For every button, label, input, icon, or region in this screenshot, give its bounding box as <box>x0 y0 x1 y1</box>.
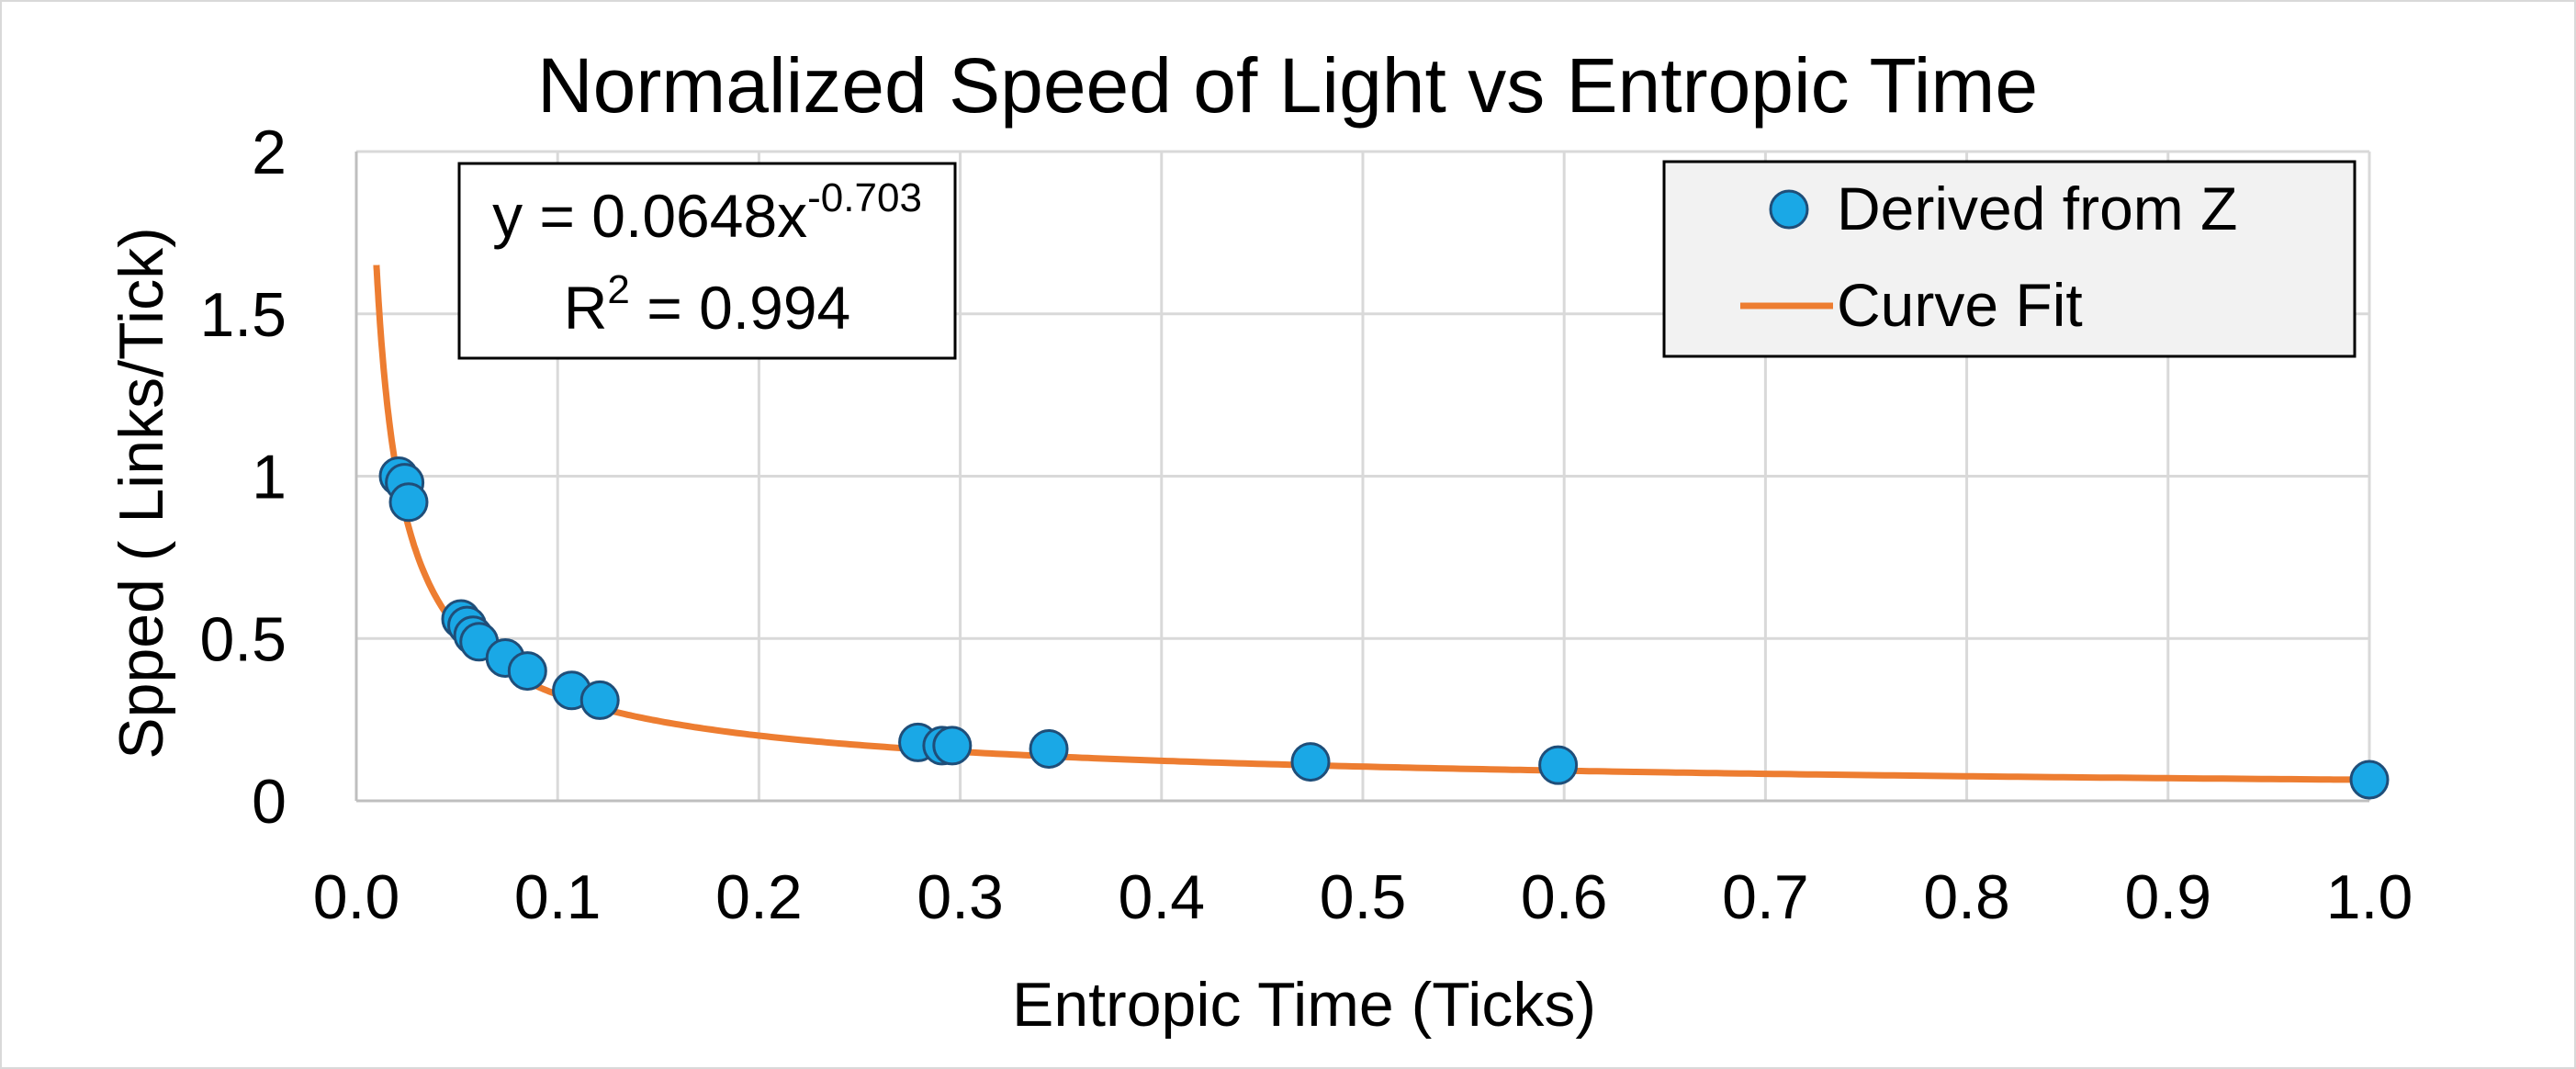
x-tick-label: 0.6 <box>1521 862 1608 932</box>
r-squared-base: R <box>564 274 608 342</box>
trendline-equation-box: y = 0.0648x-0.703 R2 = 0.994 <box>457 162 957 360</box>
axes <box>354 152 2369 803</box>
data-point <box>2349 760 2390 800</box>
legend-label-derived-from-z: Derived from Z <box>1837 174 2237 242</box>
x-tick-label: 0.8 <box>1923 862 2010 932</box>
y-tick-label: 1.5 <box>199 280 287 350</box>
y-tick-label: 0 <box>252 767 287 837</box>
data-point <box>1029 728 1069 769</box>
data-point <box>1290 742 1331 782</box>
y-tick-label: 2 <box>252 118 287 187</box>
data-point <box>388 482 429 523</box>
data-point <box>1538 745 1579 785</box>
x-tick-label: 0.0 <box>313 862 400 932</box>
data-point <box>507 651 547 692</box>
x-tick-label: 0.7 <box>1722 862 1809 932</box>
curve-fit-line <box>373 262 2370 783</box>
chart-title: Normalized Speed of Light vs Entropic Ti… <box>537 42 2038 129</box>
x-tick-label: 0.4 <box>1119 862 1206 932</box>
data-point <box>579 680 620 720</box>
scatter-points <box>378 456 2390 800</box>
equation-box-border <box>457 162 957 360</box>
x-axis-label: Entropic Time (Ticks) <box>1012 970 1596 1040</box>
equation-base: y = 0.0648x <box>492 182 807 250</box>
legend-marker-derived-from-z <box>1769 189 1809 230</box>
r-squared-exponent: 2 <box>607 267 629 312</box>
r-squared-text: R2 = 0.994 <box>564 267 851 342</box>
legend-label-curve-fit: Curve Fit <box>1837 271 2083 339</box>
curve-fit-layer <box>373 262 2370 783</box>
x-tick-label: 0.5 <box>1320 862 1407 932</box>
y-tick-label: 1 <box>252 443 287 512</box>
x-tick-label: 0.9 <box>2125 862 2212 932</box>
r-squared-value: = 0.994 <box>630 274 850 342</box>
x-tick-label: 0.1 <box>514 862 602 932</box>
tick-labels: 0.0 0.1 0.2 0.3 0.4 0.5 0.6 0.7 0.8 0.9 1.0 0 0.5 1 1.… <box>199 118 2413 932</box>
y-tick-label: 0.5 <box>199 604 287 674</box>
equation-exponent: -0.703 <box>807 175 922 220</box>
data-point <box>932 726 973 766</box>
x-tick-label: 1.0 <box>2326 862 2413 932</box>
x-tick-label: 0.2 <box>715 862 803 932</box>
legend: Derived from Z Curve Fit <box>1662 160 2357 358</box>
x-tick-label: 0.3 <box>917 862 1004 932</box>
y-axis-label: Spped ( Links/Tick) <box>107 227 176 759</box>
equation-text: y = 0.0648x-0.703 <box>492 175 922 250</box>
